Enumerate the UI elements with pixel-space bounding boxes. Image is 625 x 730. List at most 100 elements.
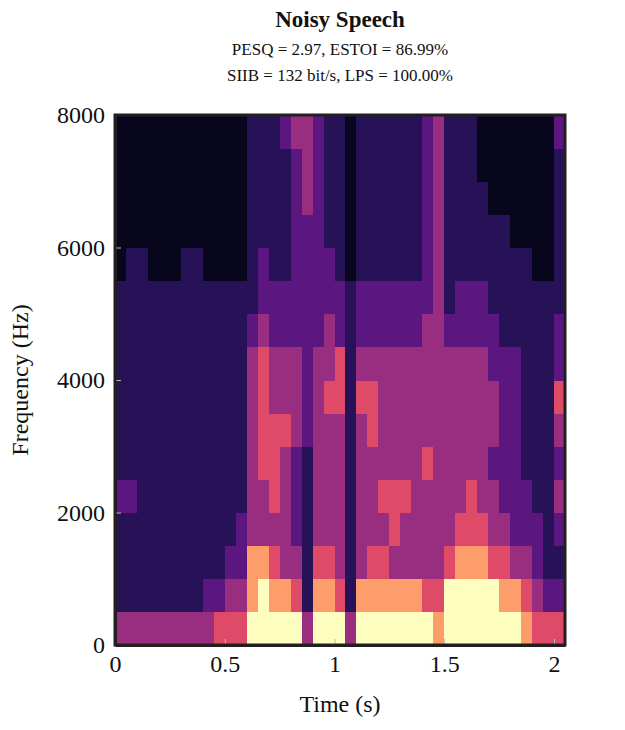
cell: [466, 546, 478, 580]
cell: [335, 281, 347, 315]
cell: [499, 347, 511, 381]
cell: [126, 314, 138, 348]
cell: [170, 479, 182, 513]
cell: [488, 380, 500, 414]
cell: [126, 181, 138, 215]
cell: [236, 612, 248, 645]
cell: [225, 413, 237, 447]
tick: 2000: [57, 500, 121, 526]
cell: [532, 281, 544, 315]
cell: [411, 579, 423, 613]
cell: [521, 148, 533, 182]
cell: [247, 446, 259, 480]
cell: [367, 181, 379, 215]
cell: [455, 479, 467, 513]
cell: [181, 181, 193, 215]
cell: [389, 281, 401, 315]
cell: [510, 413, 522, 447]
cell: [159, 513, 171, 547]
cell: [225, 380, 237, 414]
cell: [313, 612, 325, 645]
cell: [335, 148, 347, 182]
cell: [236, 479, 248, 513]
cell: [269, 115, 281, 149]
cell: [236, 115, 248, 149]
cell: [324, 446, 336, 480]
plot-frame: [115, 115, 565, 645]
cell: [324, 148, 336, 182]
cell: [345, 281, 357, 315]
cell: [433, 115, 445, 149]
cell: [543, 314, 555, 348]
cell: [510, 248, 522, 282]
cell: [400, 148, 412, 182]
cell: [378, 612, 390, 645]
cell: [214, 513, 226, 547]
cell: [488, 347, 500, 381]
cell: [126, 546, 138, 580]
cell: [499, 181, 511, 215]
cell: [521, 115, 533, 149]
cell: [466, 347, 478, 381]
cell: [148, 479, 160, 513]
cell: [433, 347, 445, 381]
cell: [126, 148, 138, 182]
cell: [137, 281, 149, 315]
cell: [444, 446, 456, 480]
cell: [280, 413, 292, 447]
cell: [543, 115, 555, 149]
cell: [214, 181, 226, 215]
cell: [444, 181, 456, 215]
cell: [203, 148, 215, 182]
cell: [258, 546, 270, 580]
cell: [455, 579, 467, 613]
tick-label: 2: [549, 651, 561, 677]
cell: [510, 281, 522, 315]
cell: [236, 380, 248, 414]
cell: [554, 281, 565, 315]
cell: [345, 214, 357, 248]
cell: [422, 148, 434, 182]
cell: [499, 612, 511, 645]
cell: [400, 479, 412, 513]
cell: [532, 579, 544, 613]
cell: [291, 347, 303, 381]
cell: [543, 513, 555, 547]
cell: [324, 579, 336, 613]
cell: [126, 380, 138, 414]
cell: [433, 314, 445, 348]
cell: [313, 446, 325, 480]
cell: [356, 281, 368, 315]
cell: [433, 612, 445, 645]
cell: [181, 115, 193, 149]
subtitle: PESQ = 2.97, ESTOI = 86.99%: [232, 40, 448, 59]
cell: [203, 446, 215, 480]
cell: [554, 314, 565, 348]
cell: [291, 546, 303, 580]
cell: [137, 579, 149, 613]
cell: [170, 612, 182, 645]
cell: [554, 347, 565, 381]
tick: 8000: [57, 102, 121, 128]
cell: [148, 281, 160, 315]
cell: [214, 214, 226, 248]
cell: [400, 115, 412, 149]
cell: [444, 214, 456, 248]
cell: [389, 413, 401, 447]
cell: [203, 380, 215, 414]
cell: [389, 513, 401, 547]
cell: [444, 579, 456, 613]
cell: [466, 579, 478, 613]
cell: [170, 546, 182, 580]
cell: [411, 446, 423, 480]
cell: [400, 248, 412, 282]
cell: [148, 248, 160, 282]
cell: [521, 579, 533, 613]
cell: [510, 347, 522, 381]
cell: [137, 546, 149, 580]
cell: [291, 612, 303, 645]
cell: [302, 281, 314, 315]
cell: [367, 248, 379, 282]
cell: [499, 214, 511, 248]
cell: [258, 513, 270, 547]
